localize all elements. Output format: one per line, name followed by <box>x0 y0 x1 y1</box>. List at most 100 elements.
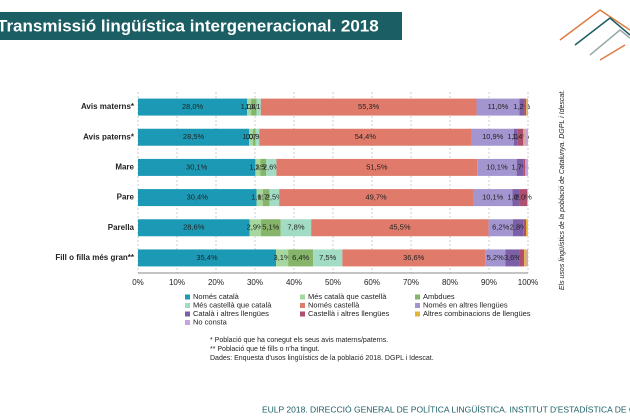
title-bar <box>0 12 402 40</box>
x-tick-label: 30% <box>247 278 263 287</box>
bar-segment <box>256 189 263 207</box>
bar-segment <box>527 219 528 237</box>
bar-segment <box>524 128 528 146</box>
x-tick-label: 100% <box>518 278 538 287</box>
bar-segment <box>477 158 517 176</box>
bar-segment <box>523 128 525 146</box>
value-label: 0,9% <box>249 132 266 141</box>
legend-swatch <box>415 303 420 308</box>
legend-swatch <box>185 303 190 308</box>
category-label: Avis materns* <box>81 102 135 111</box>
category-label: Pare <box>117 193 135 202</box>
bar-segment <box>256 98 261 116</box>
legend-label: No consta <box>193 317 228 326</box>
note: * Població que ha conegut els seus avis … <box>210 337 388 344</box>
value-label: 1,1% <box>250 102 267 111</box>
value-label: 1,0% <box>243 132 260 141</box>
bar-segment <box>517 128 524 146</box>
bar-segment <box>519 249 525 267</box>
value-label: 1,8% <box>507 193 524 202</box>
value-label: 30,1% <box>186 162 208 171</box>
bar-segment <box>505 249 520 267</box>
value-label: 3,6% <box>504 253 521 262</box>
bar-segment <box>288 249 314 267</box>
x-tick-label: 10% <box>169 278 185 287</box>
value-label: 6,4% <box>292 253 309 262</box>
bar-segment <box>471 128 514 146</box>
value-label: 5,2% <box>487 253 504 262</box>
value-label: 1,2% <box>513 102 530 111</box>
value-label: 2,9% <box>247 223 264 232</box>
bar-segment <box>249 219 261 237</box>
legend-label: Només català <box>193 292 240 301</box>
legend-label: Només castellà <box>308 300 360 309</box>
category-label: Mare <box>115 163 134 172</box>
bar-segment <box>526 98 528 116</box>
x-tick-label: 90% <box>481 278 497 287</box>
bar-segment <box>260 158 267 176</box>
slide-title: Transmissió lingüística intergeneraciona… <box>0 16 379 35</box>
x-tick-label: 0% <box>132 278 144 287</box>
legend-swatch <box>185 320 190 325</box>
value-label: 35,4% <box>196 253 218 262</box>
value-label: 1,0% <box>507 132 524 141</box>
legend-swatch <box>185 311 190 317</box>
value-label: 3,1% <box>274 253 291 262</box>
value-label: 10,1% <box>482 193 504 202</box>
bar-segment <box>138 128 250 146</box>
bar-segment <box>138 158 256 176</box>
x-tick-label: 20% <box>208 278 224 287</box>
bar-segment <box>247 98 252 116</box>
value-label: 1,5% <box>255 162 272 171</box>
value-label: 5,1% <box>262 223 279 232</box>
bar-segment <box>342 249 486 267</box>
bar-segment <box>485 249 506 267</box>
legend-label: Ambdues <box>423 292 455 301</box>
legend-label: Més castellà que català <box>193 300 272 309</box>
bar-segment <box>524 98 527 116</box>
x-tick-label: 60% <box>364 278 380 287</box>
value-label: 30,4% <box>187 193 209 202</box>
value-label: 1,3% <box>249 162 266 171</box>
legend-swatch <box>300 294 305 300</box>
value-label: 49,7% <box>365 193 387 202</box>
bar-segment <box>311 219 489 237</box>
value-label: 28,5% <box>183 132 205 141</box>
bar-segment <box>524 249 527 267</box>
bar-segment <box>513 128 518 146</box>
bar-segment <box>276 249 289 267</box>
bar-segment <box>525 158 527 176</box>
value-label: 2,6% <box>263 162 280 171</box>
bar-segment <box>473 189 513 207</box>
footer: EULP 2018. DIRECCIÓ GENERAL DE POLÍTICA … <box>262 404 630 414</box>
bar-segment <box>512 219 524 237</box>
legend-label: Castellà i altres llengües <box>308 309 390 318</box>
side-note: Els usos lingüístics de la població de C… <box>559 90 566 290</box>
value-label: 0,7% <box>246 132 263 141</box>
x-tick-label: 50% <box>325 278 341 287</box>
category-label: Fill o filla més gran** <box>55 253 135 262</box>
bar-segment <box>249 128 254 146</box>
value-label: 2,0% <box>515 193 532 202</box>
bar-segment <box>526 219 528 237</box>
bar-segment <box>138 189 257 207</box>
value-label: 10,9% <box>482 132 504 141</box>
value-label: 28,0% <box>182 102 204 111</box>
value-label: 1,0% <box>241 102 258 111</box>
legend-label: Català i altres llengües <box>193 309 269 318</box>
legend-swatch <box>185 294 190 300</box>
decoration <box>559 9 630 61</box>
bar-segment <box>519 98 525 116</box>
bar-segment <box>476 98 520 116</box>
bar-segment <box>251 98 257 116</box>
legend-swatch <box>300 311 305 317</box>
note: Dades: Enquesta d'usos lingüístics de la… <box>210 355 434 362</box>
category-label: Avis paterns* <box>83 132 135 141</box>
value-label: 51,5% <box>366 162 388 171</box>
bar-segment <box>523 158 526 176</box>
bar-segment <box>279 189 474 207</box>
value-label: 11,0% <box>488 102 509 111</box>
bar-segment <box>488 219 513 237</box>
x-tick-label: 70% <box>403 278 419 287</box>
